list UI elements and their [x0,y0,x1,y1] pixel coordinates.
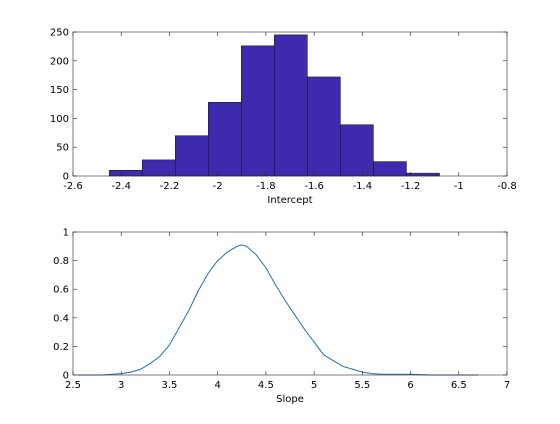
histogram-bar [307,76,341,177]
x-tick-label: 7 [504,380,510,391]
y-tick-label: 1 [63,228,69,239]
x-tick-label: 6.5 [451,380,467,391]
histogram-bar [174,135,209,177]
x-tick-label: -1.6 [304,181,324,192]
x-tick-label: 2.5 [65,380,81,391]
x-tick-label: 6 [407,380,413,391]
y-tick-label: 0.6 [53,285,69,296]
x-tick-label: 3.5 [161,380,177,391]
y-tick-label: 0.8 [53,256,69,267]
histogram-bar [208,102,242,177]
x-tick-label: -2 [213,181,223,192]
x-tick-label: 3 [118,380,124,391]
x-tick-label: 5 [311,380,317,391]
x-tick-label: -1.4 [353,181,373,192]
axes-box [72,231,508,376]
x-axis-label: Intercept [267,195,312,206]
x-tick-label: -2.6 [63,181,83,192]
histogram-bar [241,45,275,177]
density-curve [77,244,479,376]
x-tick-label: -1.2 [401,181,421,192]
x-tick-label: 4 [214,380,220,391]
histogram-bar [406,172,440,177]
y-tick-label: 200 [50,56,69,67]
x-axis-label: Slope [276,394,304,405]
histogram-bar [274,34,308,177]
x-tick-label: -2.2 [160,181,180,192]
y-tick-label: 0 [63,172,69,183]
y-tick-label: 150 [50,85,69,96]
histogram-bar [373,161,407,177]
y-tick-label: 250 [50,28,69,39]
x-tick-label: -1.8 [256,181,276,192]
histogram-bar [340,124,374,177]
x-tick-label: 4.5 [258,380,274,391]
slope-density-panel: 2.5 3 3.5 4 4.5 5 5.5 6 6.5 7 0 0.2 0.4 0.6 0.8 1 Slope [53,228,510,406]
y-tick-label: 0 [63,371,69,382]
x-tick-label: -1 [454,181,464,192]
x-tick-label: -2.4 [111,181,131,192]
histogram-bar [108,169,143,177]
x-tick-label: 5.5 [354,380,370,391]
y-tick-label: 100 [50,114,69,125]
axes-box [72,31,508,177]
histogram-bar [141,159,176,177]
y-tick-label: 0.2 [53,342,69,353]
y-tick-label: 0.4 [53,313,69,324]
y-tick-label: 50 [56,143,69,154]
x-tick-label: -0.8 [497,181,517,192]
histogram-panel: -2.6 -2.4 -2.2 -2 -1.8 -1.6 -1.4 -1.2 -1 -0.8 0 50 1… [50,28,517,207]
